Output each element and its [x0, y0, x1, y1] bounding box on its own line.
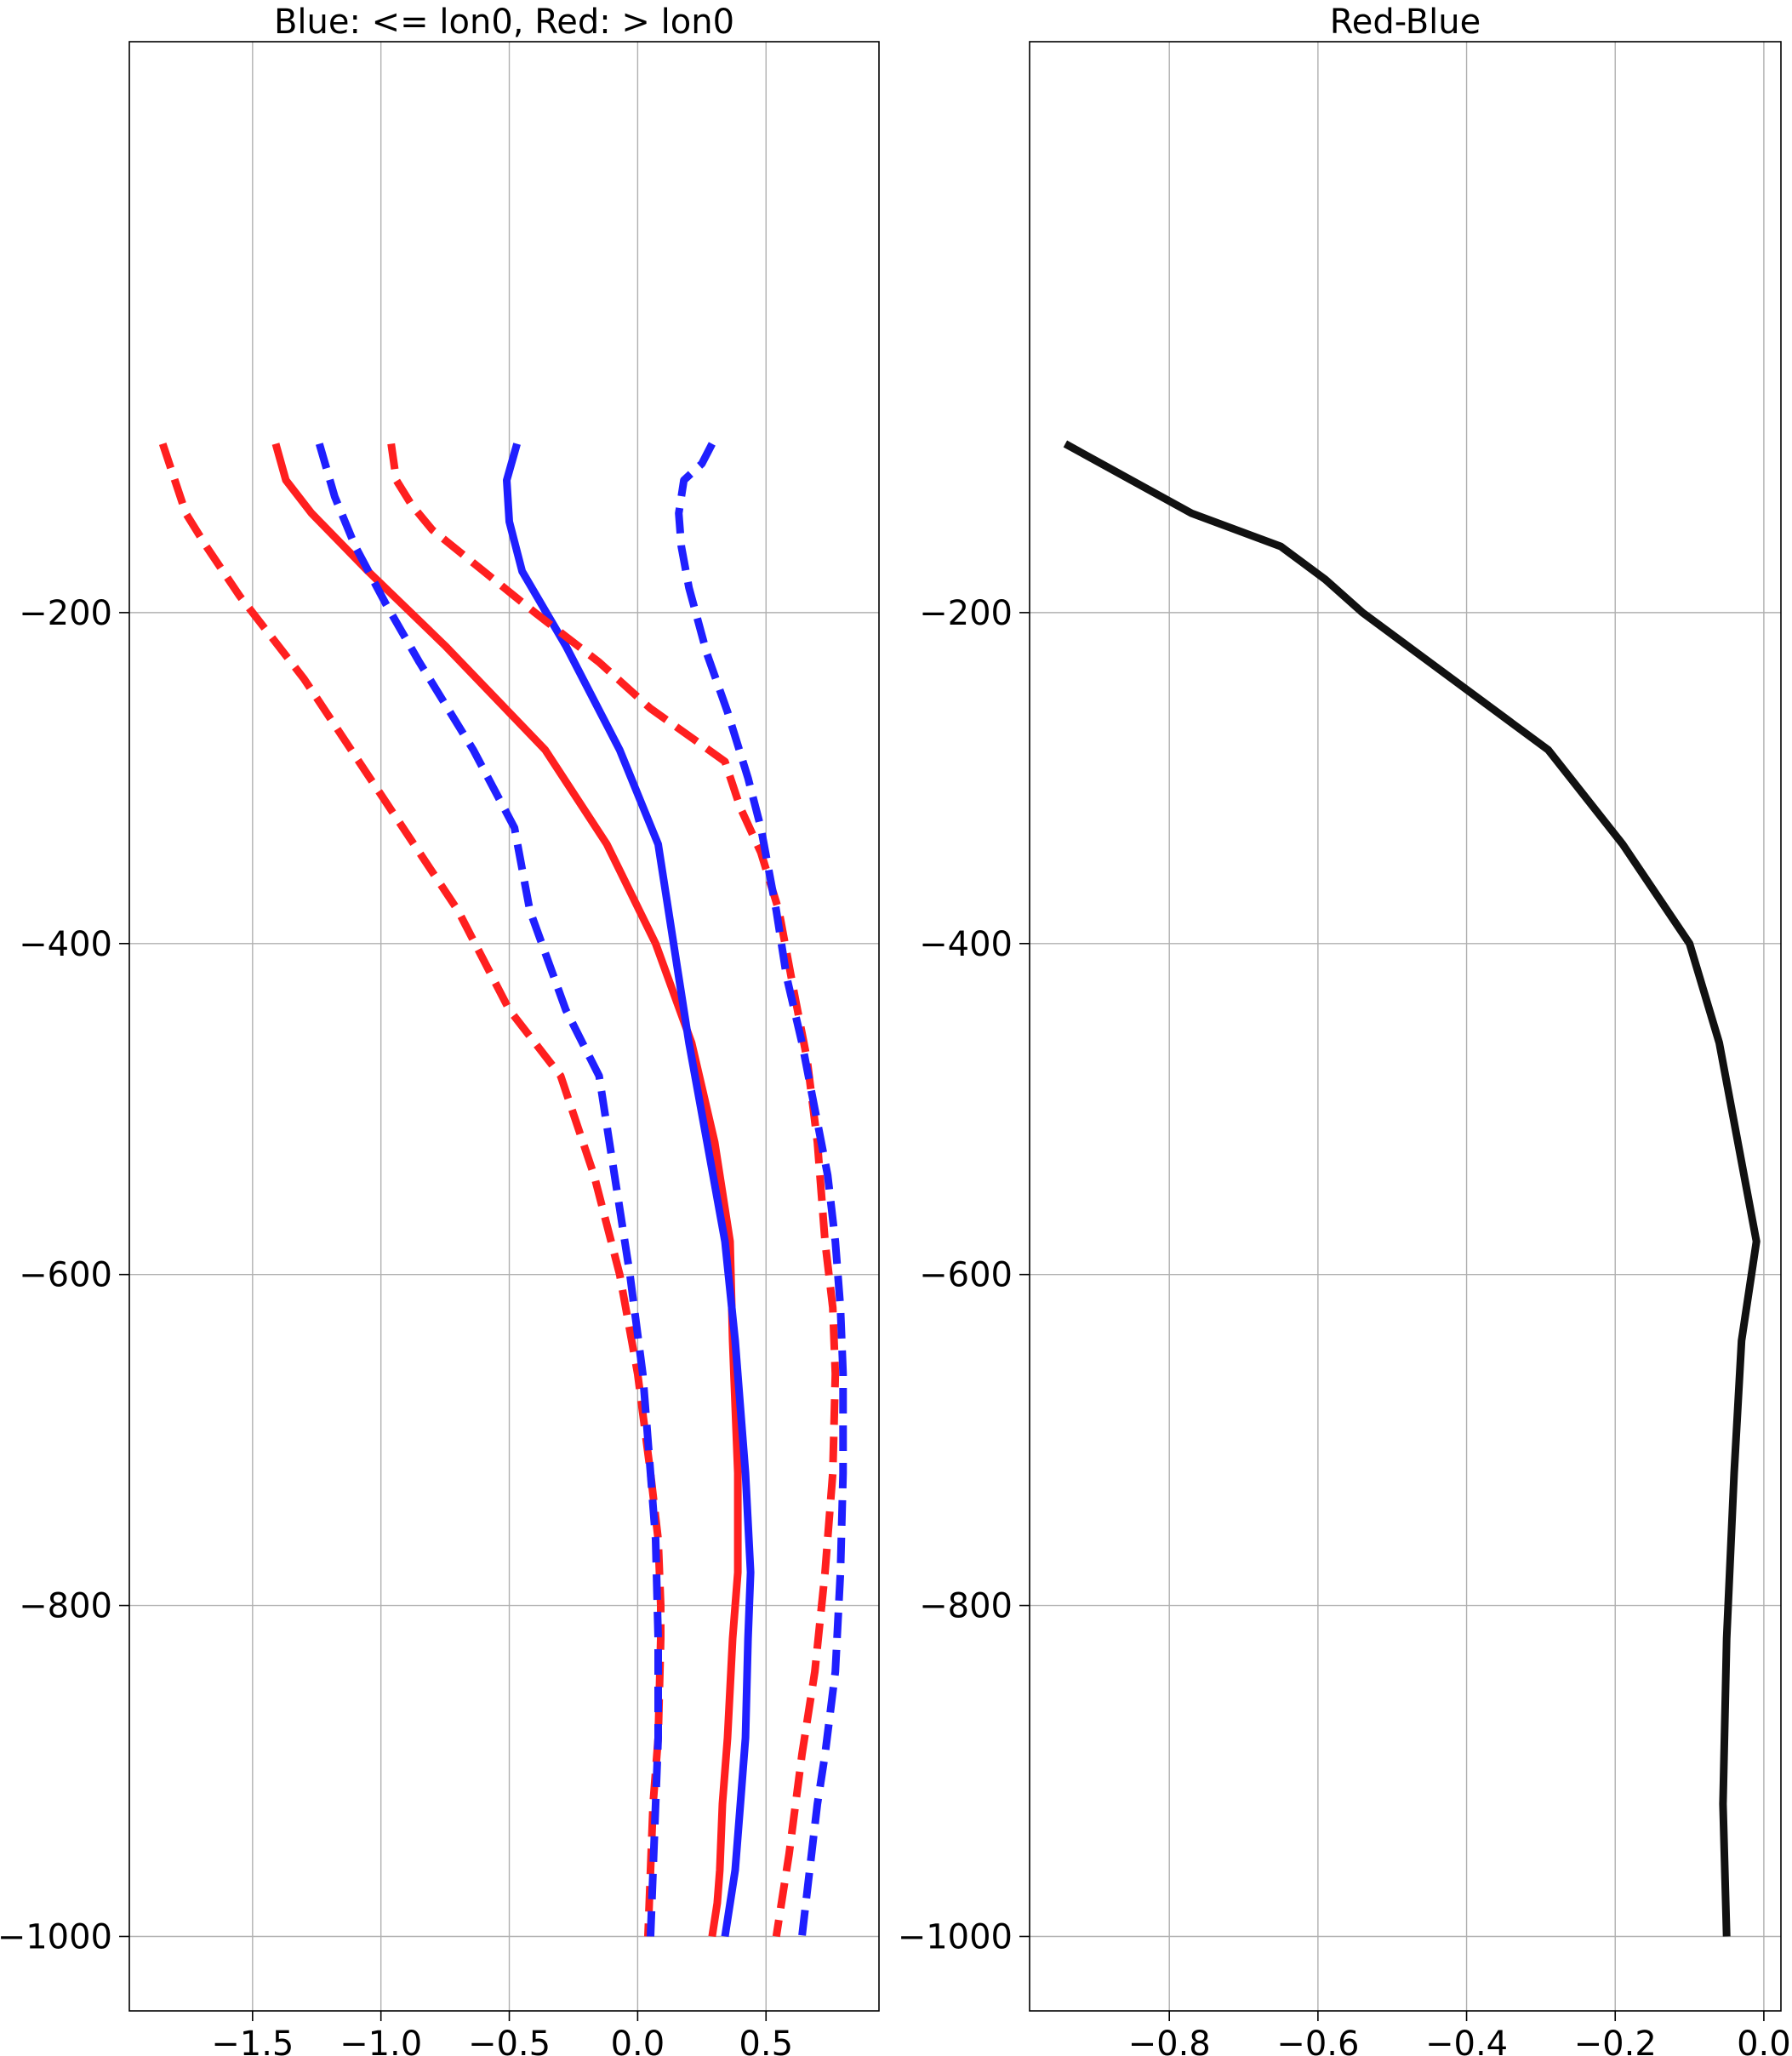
x-tick-label: −1.5	[211, 2025, 294, 2056]
y-tick-label: −200	[919, 594, 1013, 633]
x-tick-label: −0.4	[1425, 2025, 1508, 2056]
axes-frame	[128, 41, 880, 2012]
y-tick-label: −600	[919, 1256, 1013, 1295]
panel-title: Blue: <= lon0, Red: > lon0	[274, 3, 734, 42]
black-solid-series-line	[1063, 440, 1761, 1937]
y-tick-label: −600	[19, 1256, 112, 1295]
x-tick-label: 0.0	[1737, 2025, 1791, 2056]
x-tick-label: 0.0	[611, 2025, 665, 2056]
red-dashed-series-line	[158, 443, 665, 1937]
x-tick-label: 0.5	[739, 2025, 793, 2056]
y-tick-label: −800	[919, 1587, 1013, 1626]
axes-frame	[1029, 41, 1782, 2012]
x-tick-label: −0.2	[1574, 2025, 1657, 2056]
red-solid-series-line	[271, 443, 742, 1938]
x-tick-label: −0.6	[1276, 2025, 1359, 2056]
red-dashed-series-line	[387, 443, 840, 1938]
right-panel: −0.8 −0.6 −0.4 −0.2 0.0 −200 −400 −600 −800 −1000…	[898, 3, 1791, 2056]
blue-dashed-series-line	[675, 442, 847, 1938]
y-tick-label: −400	[19, 925, 112, 964]
y-tick-label: −1000	[0, 1917, 112, 1956]
y-tick-label: −200	[19, 594, 112, 633]
y-tick-label: −800	[19, 1587, 112, 1626]
y-tick-label: −400	[919, 925, 1013, 964]
left-panel: −1.5 −1.0 −0.5 0.0 0.5 −200 −400 −600 −800 −1000 B…	[0, 3, 880, 2056]
x-tick-label: −0.8	[1128, 2025, 1211, 2056]
x-tick-label: −0.5	[468, 2025, 551, 2056]
blue-solid-series-line	[503, 443, 755, 1938]
panel-title: Red-Blue	[1330, 3, 1481, 42]
y-tick-label: −1000	[898, 1917, 1013, 1956]
x-tick-label: −1.0	[340, 2025, 422, 2056]
